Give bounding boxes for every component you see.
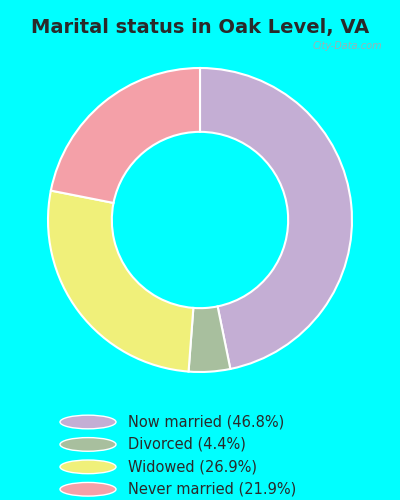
Wedge shape [48, 190, 193, 372]
Text: Now married (46.8%): Now married (46.8%) [128, 414, 284, 430]
Text: Never married (21.9%): Never married (21.9%) [128, 482, 296, 497]
Circle shape [60, 438, 116, 451]
Text: Widowed (26.9%): Widowed (26.9%) [128, 460, 257, 474]
Text: Divorced (4.4%): Divorced (4.4%) [128, 437, 246, 452]
Circle shape [60, 482, 116, 496]
Text: City-Data.com: City-Data.com [313, 42, 382, 51]
Wedge shape [200, 68, 352, 369]
Circle shape [60, 415, 116, 429]
Circle shape [60, 460, 116, 473]
Text: Marital status in Oak Level, VA: Marital status in Oak Level, VA [31, 18, 369, 36]
Wedge shape [51, 68, 200, 203]
Wedge shape [188, 306, 230, 372]
